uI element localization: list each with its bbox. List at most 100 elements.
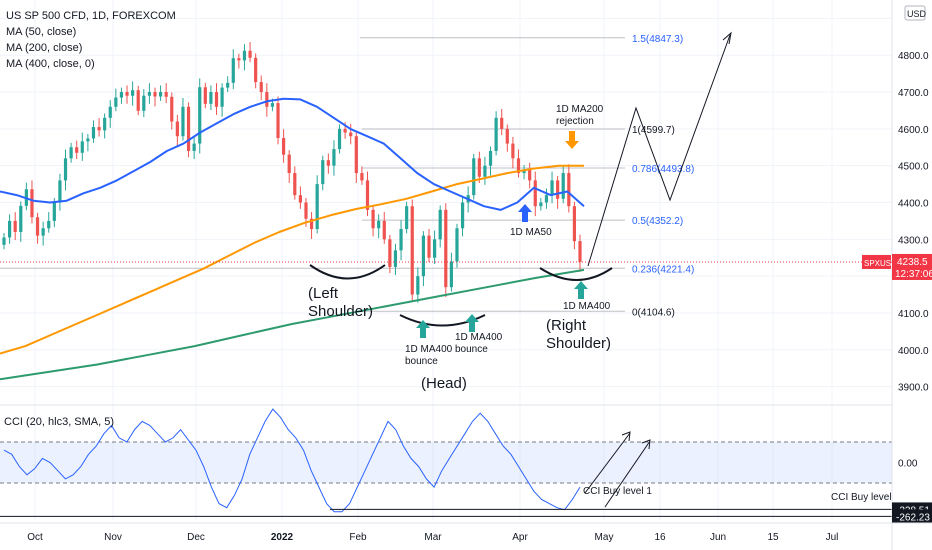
- candle-body: [371, 209, 375, 229]
- candle-body: [332, 149, 336, 166]
- time-tick-label: Dec: [187, 532, 205, 543]
- candle-body: [254, 57, 258, 83]
- candle: [209, 85, 213, 111]
- candle: [119, 87, 124, 104]
- candle: [7, 214, 12, 244]
- candle-body: [388, 239, 392, 267]
- candle-body: [377, 220, 381, 229]
- candles: [2, 41, 582, 303]
- candle: [181, 97, 185, 141]
- candle: [578, 234, 582, 272]
- candle: [349, 123, 353, 145]
- fib-level-label: 1.5(4847.3): [632, 34, 683, 45]
- candle-body: [125, 92, 129, 96]
- candle: [108, 100, 112, 128]
- ma50-arrow: [518, 204, 532, 222]
- cci-legend[interactable]: CCI (20, hlc3, SMA, 5): [4, 416, 115, 428]
- candle: [265, 83, 269, 117]
- candle: [337, 124, 342, 154]
- ticker-label: SPXUSD: [864, 259, 897, 268]
- candle-body: [578, 241, 582, 262]
- candle-body: [360, 173, 364, 181]
- candle: [248, 41, 252, 63]
- candle: [427, 229, 431, 263]
- candle-body: [147, 92, 151, 96]
- candle-body: [321, 160, 325, 185]
- candle-body: [214, 92, 219, 107]
- candle-body: [198, 87, 202, 144]
- fib-level-label: 1(4599.7): [632, 125, 675, 136]
- candle: [136, 85, 140, 116]
- candle-body: [539, 202, 543, 207]
- legend-ma400[interactable]: MA (400, close, 0): [6, 58, 95, 70]
- candle: [287, 150, 291, 183]
- candle-body: [438, 209, 442, 240]
- candle: [231, 49, 235, 90]
- candle: [192, 136, 196, 160]
- candle: [354, 131, 358, 183]
- candle: [91, 120, 96, 143]
- candle-body: [259, 82, 263, 93]
- candle: [35, 212, 40, 244]
- candle-body: [326, 160, 330, 166]
- candle-body: [186, 106, 191, 151]
- price-tick-label: 4600.0: [898, 125, 929, 136]
- currency-badge-box: [904, 5, 926, 21]
- legend-symbol[interactable]: US SP 500 CFD, 1D, FOREXCOM: [6, 10, 176, 22]
- legend-ma200[interactable]: MA (200, close): [6, 42, 83, 54]
- bar-timer-label: 12:37:06: [895, 269, 932, 280]
- candle: [388, 234, 392, 274]
- time-tick-label: Mar: [424, 532, 442, 543]
- candle-body: [13, 220, 17, 232]
- candle: [103, 113, 107, 139]
- candle-body: [444, 209, 448, 288]
- candle: [75, 140, 79, 160]
- candle-body: [433, 239, 437, 258]
- cci-projection-arrow-2: [604, 440, 651, 508]
- candle: [567, 164, 571, 213]
- candle-body: [75, 147, 79, 153]
- ma400-bounce-label-2: 1D MA400 bounce: [455, 332, 503, 355]
- legend-ma50[interactable]: MA (50, close): [6, 26, 77, 38]
- ma200-rejection-label: 1D MA200 rejection: [556, 104, 604, 127]
- candle: [449, 252, 453, 292]
- candle: [158, 85, 163, 101]
- candle: [2, 233, 6, 250]
- fib-level-label: 0.5(4352.2): [632, 216, 683, 227]
- price-tick-label: 3900.0: [898, 383, 929, 394]
- cci-arrowhead-2: [641, 439, 651, 450]
- ma400-bounce-arrow-1: [416, 320, 430, 338]
- candle: [332, 140, 336, 176]
- candle-body: [349, 132, 353, 137]
- candle: [147, 83, 151, 104]
- candle-body: [572, 206, 577, 242]
- candle: [550, 171, 554, 204]
- candle-body: [153, 92, 157, 97]
- head-arc: [399, 314, 486, 327]
- candle-body: [293, 173, 297, 196]
- candle-body: [47, 220, 51, 229]
- candle-body: [567, 173, 571, 207]
- candle: [455, 223, 459, 268]
- candle-body: [103, 117, 107, 131]
- candle: [533, 171, 537, 217]
- candle-body: [282, 138, 286, 155]
- candle-body: [58, 180, 62, 203]
- candle: [214, 83, 219, 115]
- currency-label: USD: [907, 9, 927, 19]
- candle: [477, 151, 481, 183]
- candle: [500, 108, 504, 136]
- candle: [125, 85, 129, 104]
- candle: [511, 136, 515, 169]
- candle: [522, 164, 526, 180]
- candle-body: [365, 180, 370, 210]
- candle-body: [561, 173, 565, 199]
- candle: [186, 102, 191, 158]
- time-tick-label: Feb: [349, 532, 367, 543]
- time-tick-label: May: [595, 532, 614, 543]
- candle-body: [528, 169, 532, 181]
- candle: [405, 201, 409, 234]
- candle-body: [522, 169, 526, 174]
- candle-body: [287, 154, 291, 174]
- projection-path: [587, 34, 731, 267]
